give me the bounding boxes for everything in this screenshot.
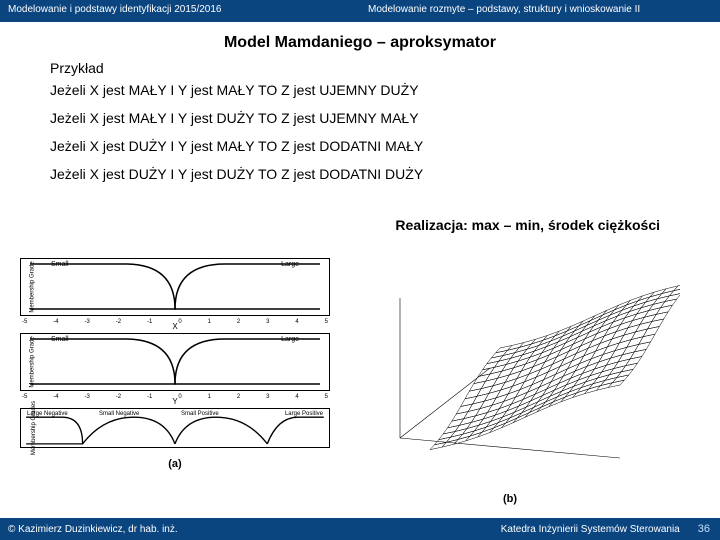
- surface-plot: [340, 258, 680, 478]
- figures-container: Membership Grade Small Large -5-4-3-2-10…: [20, 258, 680, 505]
- header-bar: Modelowanie i podstawy identyfikacji 201…: [0, 0, 720, 22]
- mf-z-lp: Large Positive: [285, 411, 323, 417]
- mf-x-large: Large: [281, 261, 299, 268]
- content: Przykład Jeżeli X jest MAŁY I Y jest MAŁ…: [0, 52, 720, 182]
- rule-1: Jeżeli X jest MAŁY I Y jest MAŁY TO Z je…: [50, 82, 670, 98]
- mf-z-sp: Small Positive: [181, 411, 219, 417]
- footer-bar: © Kazimierz Duzinkiewicz, dr hab. inż. K…: [0, 518, 720, 540]
- header-right: Modelowanie rozmyte – podstawy, struktur…: [360, 0, 720, 22]
- mf-chart-z: Membership Grades Large Negative Small N…: [20, 408, 330, 448]
- mf-z-sn: Small Negative: [99, 411, 139, 417]
- page-number: 36: [688, 523, 720, 535]
- left-figures: Membership Grade Small Large -5-4-3-2-10…: [20, 258, 330, 505]
- footer-left: © Kazimierz Duzinkiewicz, dr hab. inż.: [0, 524, 493, 535]
- mf-y-xlabel: Y: [20, 397, 330, 406]
- mf-y-small: Small: [51, 336, 69, 343]
- right-figure: (b): [340, 258, 680, 505]
- rule-3: Jeżeli X jest DUŻY I Y jest MAŁY TO Z je…: [50, 138, 670, 154]
- mf-x-xlabel: X: [20, 322, 330, 331]
- header-left: Modelowanie i podstawy identyfikacji 201…: [0, 0, 360, 22]
- mf-y-large: Large: [281, 336, 299, 343]
- caption-a: (a): [20, 458, 330, 470]
- caption-b: (b): [340, 493, 680, 505]
- realizacja-label: Realizacja: max – min, środek ciężkości: [395, 216, 660, 234]
- mf-z-ylabel: Membership Grades: [31, 401, 37, 455]
- mf-chart-y: Membership Grade Small Large: [20, 333, 330, 391]
- mf-x-ylabel: Membership Grade: [30, 261, 36, 312]
- mf-y-ylabel: Membership Grade: [30, 336, 36, 387]
- realizacja-text: Realizacja: max – min, środek ciężkości: [395, 217, 660, 233]
- rule-2: Jeżeli X jest MAŁY I Y jest DUŻY TO Z je…: [50, 110, 670, 126]
- example-label: Przykład: [50, 60, 670, 76]
- rule-4: Jeżeli X jest DUŻY I Y jest DUŻY TO Z je…: [50, 166, 670, 182]
- mf-x-small: Small: [51, 261, 69, 268]
- footer-right: Katedra Inżynierii Systemów Sterowania: [493, 524, 688, 535]
- mf-chart-x: Membership Grade Small Large: [20, 258, 330, 316]
- mf-z-ln: Large Negative: [27, 411, 68, 417]
- page-title: Model Mamdaniego – aproksymator: [0, 34, 720, 52]
